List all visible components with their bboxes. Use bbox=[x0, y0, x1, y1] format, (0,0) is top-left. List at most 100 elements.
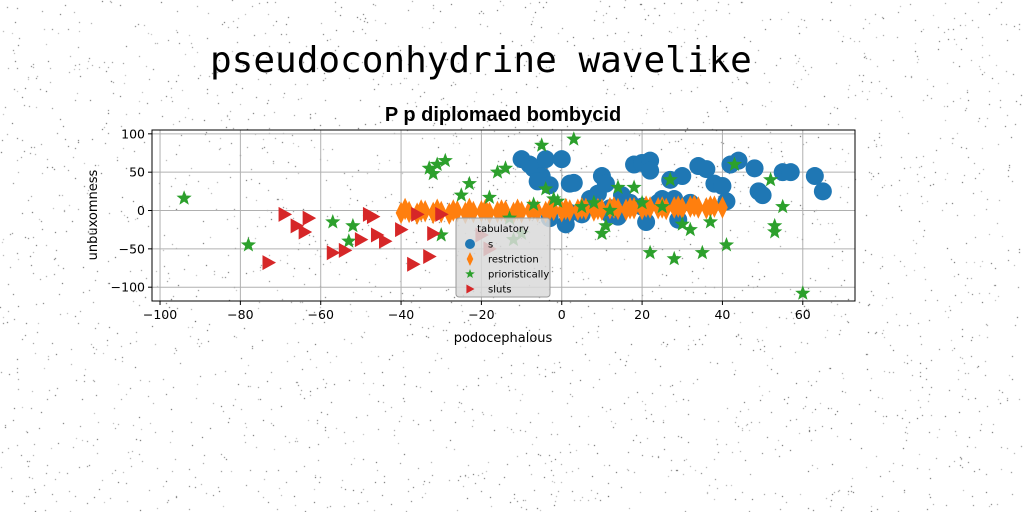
y-axis: −100 −50 0 50 100 bbox=[111, 126, 152, 295]
x-tick-label: 40 bbox=[714, 307, 730, 322]
y-tick-label: 0 bbox=[137, 203, 145, 218]
point-prioristically bbox=[341, 233, 357, 248]
point-prioristically bbox=[501, 210, 518, 225]
point-prioristically bbox=[345, 217, 361, 233]
y-tick-label: 50 bbox=[129, 165, 145, 180]
y-tick-label: −50 bbox=[119, 241, 145, 256]
point-prioristically bbox=[538, 181, 554, 196]
point-prioristically bbox=[682, 221, 698, 237]
legend-label-sluts: sluts bbox=[488, 285, 511, 296]
point-prioristically bbox=[574, 198, 590, 214]
point-sluts bbox=[395, 222, 409, 238]
point-s bbox=[745, 159, 764, 178]
point-s bbox=[536, 150, 555, 169]
point-prioristically bbox=[767, 224, 783, 239]
point-sluts bbox=[407, 256, 421, 272]
point-restriction bbox=[624, 196, 636, 220]
point-sluts bbox=[262, 255, 276, 271]
x-tick-label: −60 bbox=[308, 307, 334, 322]
point-prioristically bbox=[566, 131, 582, 146]
point-prioristically bbox=[666, 250, 682, 266]
point-s bbox=[552, 150, 571, 169]
y-tick-label: 100 bbox=[121, 126, 145, 141]
point-sluts bbox=[423, 249, 437, 265]
point-prioristically bbox=[718, 237, 735, 252]
point-prioristically bbox=[642, 244, 658, 260]
legend: tabulatory s restriction prioristically slu… bbox=[455, 217, 551, 298]
point-restriction bbox=[560, 197, 572, 221]
point-prioristically bbox=[526, 196, 542, 211]
point-sluts bbox=[370, 227, 385, 243]
point-restriction bbox=[544, 198, 556, 221]
point-prioristically bbox=[433, 227, 449, 242]
point-prioristically bbox=[634, 194, 650, 210]
point-prioristically bbox=[546, 191, 562, 206]
point-prioristically bbox=[610, 179, 626, 194]
point-prioristically bbox=[453, 187, 469, 202]
legend-label-s: s bbox=[488, 240, 493, 251]
point-prioristically bbox=[325, 214, 341, 229]
point-prioristically bbox=[489, 164, 506, 179]
point-sluts bbox=[427, 226, 441, 242]
legend-label-prioristically: prioristically bbox=[488, 270, 549, 281]
point-sluts bbox=[338, 242, 353, 258]
point-restriction bbox=[463, 197, 475, 221]
point-s bbox=[805, 167, 824, 186]
x-tick-label: −40 bbox=[388, 307, 414, 322]
point-prioristically bbox=[586, 194, 602, 210]
point-sluts bbox=[290, 218, 305, 234]
legend-box bbox=[455, 217, 551, 298]
point-restriction bbox=[480, 198, 491, 221]
point-prioristically bbox=[461, 175, 477, 191]
point-prioristically bbox=[425, 165, 441, 181]
point-restriction bbox=[704, 195, 716, 218]
point-restriction bbox=[447, 199, 459, 222]
x-tick-label: 60 bbox=[795, 307, 811, 322]
point-restriction bbox=[688, 194, 700, 218]
point-prioristically bbox=[176, 190, 192, 205]
point-prioristically bbox=[550, 193, 566, 208]
point-restriction bbox=[399, 197, 411, 221]
x-axis-label: podocephalous bbox=[454, 331, 553, 346]
point-prioristically bbox=[481, 189, 497, 204]
point-restriction bbox=[395, 201, 407, 225]
legend-marker-s bbox=[465, 239, 475, 249]
legend-marker-prioristically bbox=[465, 269, 475, 278]
y-tick-label: −100 bbox=[111, 280, 145, 295]
point-s bbox=[596, 174, 615, 193]
point-s bbox=[813, 182, 832, 201]
point-prioristically bbox=[602, 202, 618, 217]
point-prioristically bbox=[775, 198, 791, 214]
point-s bbox=[713, 176, 732, 195]
point-prioristically bbox=[240, 237, 256, 252]
point-s bbox=[781, 163, 800, 182]
x-axis: −100 −80 −60 −40 −20 0 20 40 60 bbox=[143, 301, 811, 322]
x-tick-label: 20 bbox=[634, 307, 650, 322]
point-sluts bbox=[354, 232, 369, 248]
chart-title: P p diplomaed bombycid bbox=[385, 104, 621, 126]
point-prioristically bbox=[795, 285, 811, 300]
point-restriction bbox=[512, 198, 523, 221]
legend-marker-sluts bbox=[466, 284, 475, 294]
legend-marker-restriction bbox=[466, 252, 474, 266]
point-restriction bbox=[717, 196, 728, 219]
point-restriction bbox=[672, 195, 684, 218]
point-prioristically bbox=[626, 179, 642, 194]
legend-title: tabulatory bbox=[477, 224, 529, 235]
point-prioristically bbox=[598, 217, 614, 233]
point-s bbox=[564, 173, 583, 192]
point-s bbox=[673, 167, 692, 186]
point-prioristically bbox=[763, 171, 779, 187]
point-restriction bbox=[484, 201, 495, 225]
point-sluts bbox=[278, 206, 293, 222]
point-sluts bbox=[378, 233, 393, 249]
point-sluts bbox=[411, 206, 425, 222]
figure-title: pseudoconhydrine wavelike bbox=[210, 40, 752, 81]
point-prioristically bbox=[654, 198, 670, 214]
point-prioristically bbox=[702, 214, 718, 229]
point-prioristically bbox=[594, 225, 610, 240]
series-s bbox=[512, 150, 832, 234]
point-s bbox=[697, 160, 716, 179]
point-sluts bbox=[298, 224, 313, 240]
